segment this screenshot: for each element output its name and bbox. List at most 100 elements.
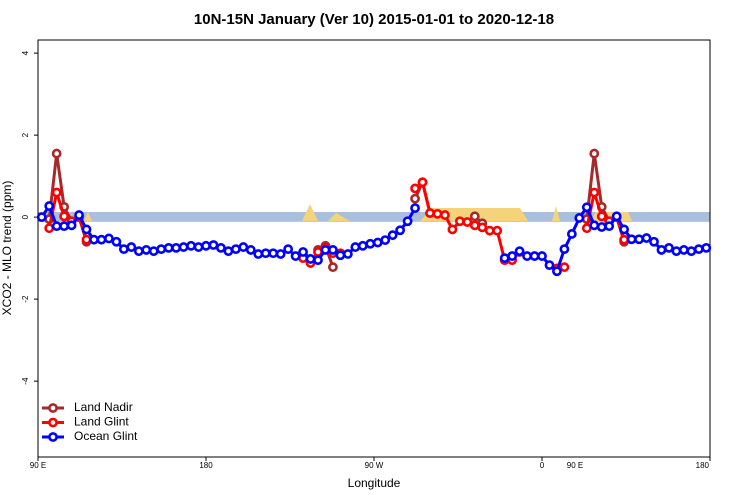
data-point xyxy=(678,245,689,255)
data-point xyxy=(611,211,622,222)
data-point xyxy=(701,242,712,253)
data-point xyxy=(216,242,226,253)
data-point xyxy=(320,245,331,255)
land-patch xyxy=(84,212,92,221)
data-point xyxy=(634,234,644,245)
data-point xyxy=(410,203,420,214)
legend-swatch-marker xyxy=(48,403,58,413)
data-point xyxy=(253,249,264,259)
data-point xyxy=(514,246,525,257)
data-point xyxy=(118,244,129,255)
data-point xyxy=(447,224,458,235)
data-point xyxy=(89,234,99,245)
data-point xyxy=(193,242,204,252)
data-point xyxy=(656,245,667,255)
data-point xyxy=(454,216,465,227)
data-point xyxy=(477,222,488,233)
data-point xyxy=(589,220,600,231)
data-point xyxy=(342,249,353,259)
data-point xyxy=(507,251,518,261)
data-point xyxy=(178,242,189,252)
data-point xyxy=(372,237,383,248)
data-point xyxy=(566,229,577,239)
land-patch xyxy=(302,204,318,221)
data-point xyxy=(432,208,443,219)
data-point xyxy=(51,221,62,232)
data-point xyxy=(589,148,600,159)
data-point xyxy=(141,245,152,255)
data-point xyxy=(81,224,92,235)
data-point xyxy=(664,242,674,253)
legend-swatch-marker xyxy=(48,432,58,442)
y-tick-label: -2 xyxy=(21,295,30,303)
data-point xyxy=(298,247,308,257)
y-axis-label: XCO2 - MLO trend (ppm) xyxy=(0,181,14,316)
land-patch xyxy=(328,213,350,221)
data-point xyxy=(104,233,114,244)
data-point xyxy=(66,220,77,231)
data-point xyxy=(328,262,338,273)
data-point xyxy=(156,244,167,255)
data-point xyxy=(626,234,637,245)
data-point xyxy=(230,244,241,255)
data-point xyxy=(619,224,630,235)
data-point xyxy=(59,211,70,222)
data-point xyxy=(589,187,600,198)
data-point xyxy=(574,213,585,223)
data-point xyxy=(581,223,592,234)
data-point xyxy=(126,242,137,252)
x-tick-label: 0 xyxy=(540,461,545,470)
data-point xyxy=(686,246,697,257)
series xyxy=(36,201,712,277)
data-point xyxy=(402,216,413,227)
y-tick-label: 4 xyxy=(21,50,30,55)
data-point xyxy=(492,225,503,236)
data-point xyxy=(537,251,547,261)
data-point xyxy=(111,236,122,247)
data-point xyxy=(260,248,271,259)
data-point xyxy=(313,255,323,266)
data-point xyxy=(484,225,495,236)
chart-title: 10N-15N January (Ver 10) 2015-01-01 to 2… xyxy=(194,11,554,28)
data-point xyxy=(469,220,480,231)
data-point xyxy=(671,246,682,257)
data-point xyxy=(283,244,294,255)
data-point xyxy=(163,242,174,253)
data-point xyxy=(410,183,420,194)
data-point xyxy=(649,236,659,247)
data-point xyxy=(44,223,55,234)
ocean-band xyxy=(38,212,710,222)
data-point xyxy=(469,211,480,222)
data-point xyxy=(365,238,376,249)
x-tick-label: 180 xyxy=(199,461,213,470)
data-point xyxy=(596,222,607,232)
data-point xyxy=(186,240,196,251)
data-point xyxy=(36,212,47,223)
data-point xyxy=(268,248,279,259)
data-point xyxy=(148,246,159,257)
x-tick-label: 90 W xyxy=(365,461,384,470)
data-point xyxy=(522,251,532,261)
data-point xyxy=(529,251,540,261)
data-point xyxy=(74,210,84,220)
data-point xyxy=(290,251,301,261)
land-patch xyxy=(552,206,560,221)
data-point xyxy=(552,266,562,277)
data-point xyxy=(208,240,219,250)
data-point xyxy=(275,249,286,259)
data-point xyxy=(604,221,615,232)
data-point xyxy=(410,193,420,204)
x-tick-label: 90 E xyxy=(567,461,583,470)
data-point xyxy=(559,262,570,273)
data-point xyxy=(387,230,398,241)
data-point xyxy=(619,234,630,245)
data-point xyxy=(238,242,249,252)
data-point xyxy=(133,246,144,257)
data-point xyxy=(96,234,107,245)
data-point xyxy=(440,210,450,220)
legend-label: Land Glint xyxy=(74,415,129,429)
data-point xyxy=(223,246,234,257)
data-point xyxy=(544,260,555,271)
data-point xyxy=(51,187,62,198)
